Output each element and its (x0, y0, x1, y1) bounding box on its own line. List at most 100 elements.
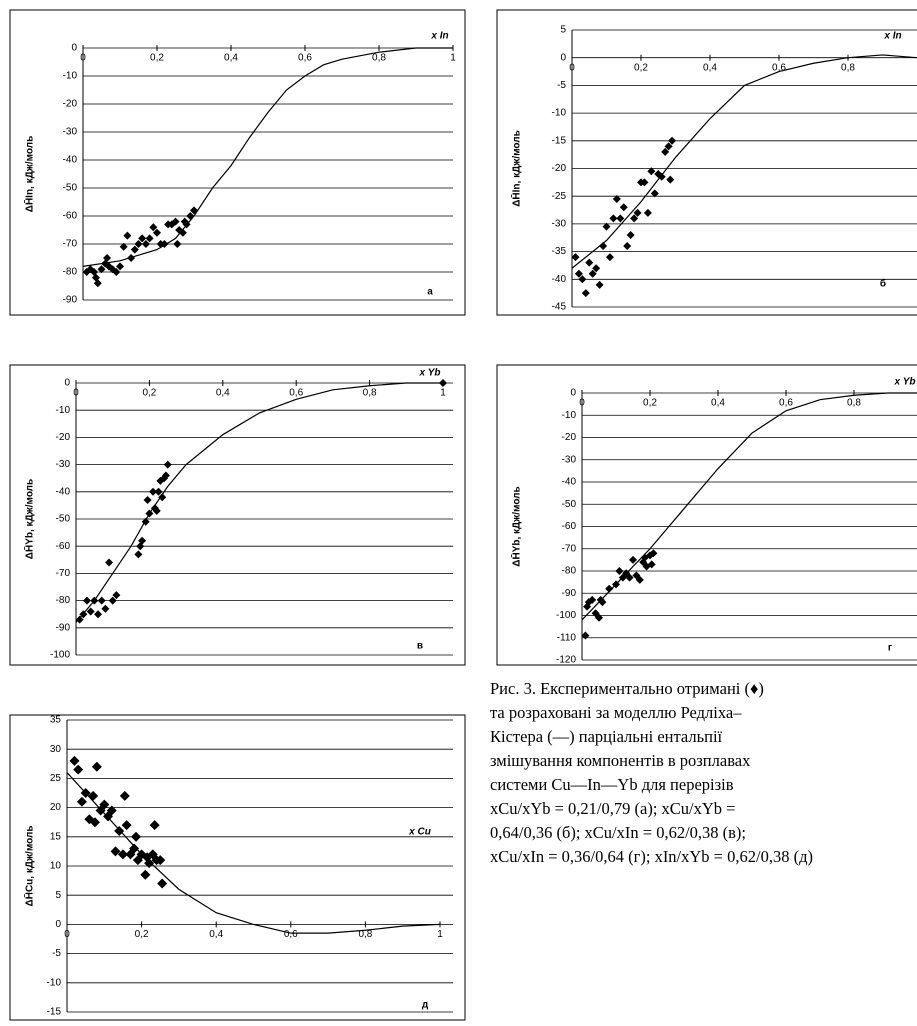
data-point (145, 234, 154, 243)
data-point (141, 240, 150, 248)
data-point (69, 755, 80, 766)
x-tick-label: 0,6 (289, 388, 303, 399)
data-point (629, 555, 637, 564)
y-tick-label: -20 (562, 432, 577, 443)
x-axis-label: x In (883, 31, 901, 42)
data-point (157, 878, 168, 889)
x-tick-label: 0,2 (135, 929, 149, 940)
panel-label: а (427, 287, 433, 298)
y-tick-label: -30 (562, 454, 577, 465)
y-tick-label: 5 (560, 25, 566, 36)
x-tick-label: 0 (73, 388, 79, 399)
y-tick-label: -50 (562, 499, 577, 510)
data-point (97, 596, 106, 605)
caption-line: 0,64/0,36 (б); xCu/xIn = 0,62/0,38 (в); (490, 823, 746, 842)
x-tick-label: 0,6 (779, 398, 793, 409)
panel-frame (9, 364, 466, 666)
y-tick-label: -110 (557, 632, 577, 643)
model-curve (66, 772, 441, 934)
y-tick-label: -20 (63, 99, 78, 110)
data-point (163, 460, 172, 469)
data-point (123, 231, 132, 240)
model-curve (82, 47, 453, 267)
data-point (91, 761, 102, 772)
y-axis-label: ΔH̄Cu, кДж/моль (23, 826, 35, 907)
y-tick-label: -10 (562, 410, 577, 421)
data-point (640, 178, 649, 187)
y-tick-label: -45 (552, 302, 567, 313)
data-point (121, 820, 132, 831)
x-tick-label: 0 (569, 62, 575, 73)
data-point (612, 194, 621, 203)
y-tick-label: -40 (552, 274, 567, 285)
panel-label: в (417, 641, 423, 652)
y-tick-label: -100 (50, 650, 70, 661)
data-point (630, 214, 639, 223)
y-tick-label: -20 (56, 432, 71, 443)
data-point (99, 799, 110, 810)
caption-line: xCu/xYb = 0,21/0,79 (а); xCu/xYb = (490, 799, 735, 818)
y-tick-label: -50 (56, 514, 71, 525)
data-point (647, 560, 656, 569)
x-tick-label: 0,2 (150, 53, 164, 64)
data-point (578, 275, 587, 284)
data-point (149, 487, 158, 496)
y-tick-label: -30 (552, 219, 567, 230)
y-tick-label: -70 (56, 568, 71, 579)
x-tick-label: 1 (440, 388, 446, 399)
data-point (134, 240, 143, 248)
data-point (623, 242, 632, 251)
data-point (661, 147, 670, 156)
y-axis-label: ΔH̄Yb, кДж/моль (23, 479, 35, 559)
data-point (657, 172, 666, 181)
data-point (649, 549, 658, 558)
data-point (83, 596, 92, 605)
y-tick-label: -90 (562, 588, 577, 599)
data-point (143, 495, 152, 504)
data-point (75, 615, 84, 624)
model-curve (581, 392, 917, 621)
data-point (138, 234, 147, 243)
x-tick-label: 0,6 (298, 53, 312, 64)
x-tick-label: 0,6 (284, 929, 298, 940)
x-tick-label: 0,4 (209, 929, 223, 940)
data-point (602, 222, 611, 231)
y-tick-label: -5 (52, 948, 61, 959)
data-point (94, 610, 103, 619)
data-point (599, 242, 608, 251)
y-tick-label: -15 (552, 135, 567, 146)
x-tick-label: 0,8 (358, 929, 372, 940)
data-point (619, 203, 628, 212)
data-point (643, 208, 652, 217)
y-tick-label: -60 (63, 211, 78, 222)
data-point (140, 869, 151, 880)
data-point (595, 280, 604, 289)
x-tick-label: 0,2 (643, 398, 657, 409)
y-tick-label: -10 (63, 71, 78, 82)
x-tick-label: 0,8 (841, 62, 855, 73)
data-point (131, 831, 142, 842)
data-point (666, 175, 675, 184)
x-tick-label: 0,8 (372, 53, 386, 64)
data-point (161, 471, 170, 480)
data-point (574, 269, 583, 278)
y-tick-label: 0 (55, 919, 61, 930)
data-point (625, 573, 634, 582)
y-axis-label: ΔH̄In, кДж/моль (23, 136, 35, 212)
y-tick-label: -40 (562, 477, 577, 488)
data-point (668, 136, 677, 145)
y-tick-label: -80 (562, 566, 577, 577)
y-axis-label: ΔH̄Yb, кДж/моль (510, 486, 522, 566)
x-tick-label: 0,2 (634, 62, 648, 73)
data-point (108, 596, 117, 605)
chart-panel: 0-10-20-30-40-50-60-70-80-90-100-110-120… (496, 364, 917, 666)
data-point (615, 567, 624, 575)
y-tick-label: -120 (556, 655, 576, 666)
x-tick-label: 1 (450, 53, 456, 64)
y-tick-label: 0 (71, 43, 77, 54)
data-point (105, 558, 114, 567)
y-tick-label: 5 (55, 890, 61, 901)
